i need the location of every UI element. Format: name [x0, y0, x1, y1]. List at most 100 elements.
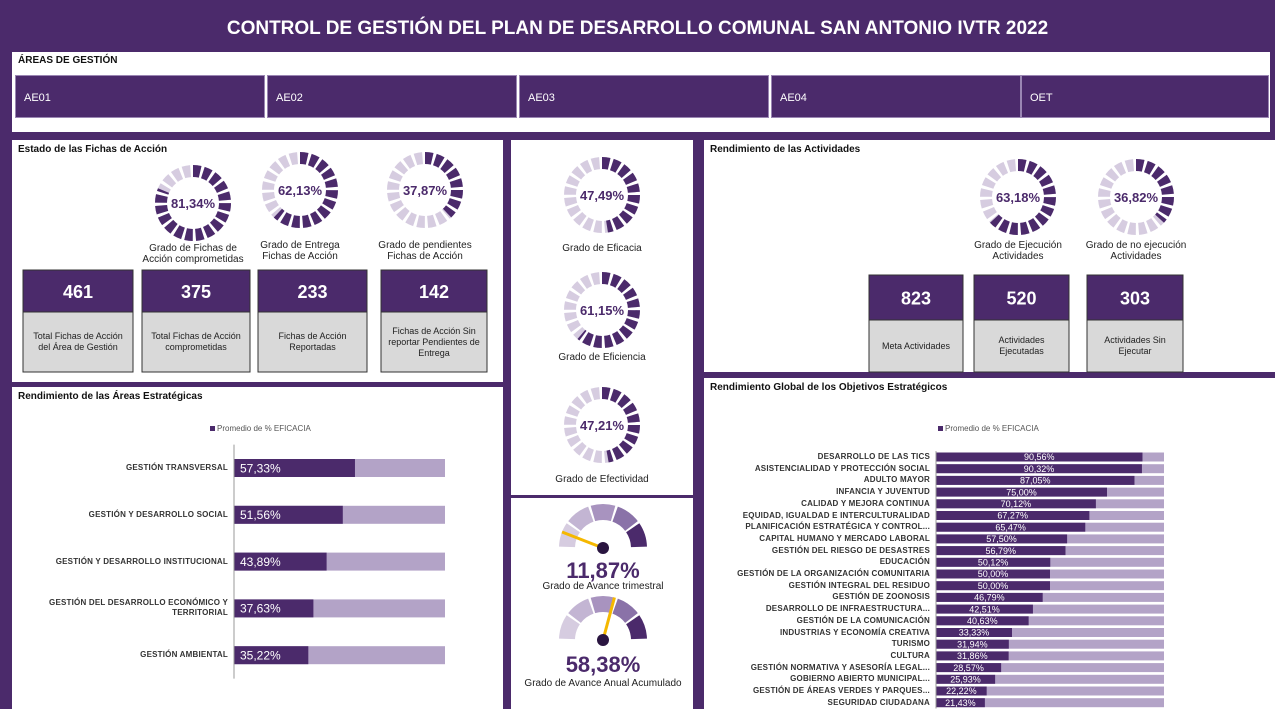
gauge-label: 47,49% [580, 188, 625, 203]
bar [234, 505, 343, 524]
gauge-caption: Grado de pendientes Fichas de Acción [378, 240, 472, 262]
bar [936, 546, 1066, 556]
gauge-label: 63,18% [996, 190, 1041, 205]
bar-value-label: 90,56% [1024, 452, 1055, 462]
gauge-segment [590, 504, 616, 522]
gauge-needle [561, 530, 604, 550]
gauge-label: 58,38% [566, 652, 641, 677]
card-value: 520 [1006, 289, 1036, 309]
filter-header [12, 52, 1270, 70]
filter-button[interactable]: AE01 [15, 75, 265, 118]
bar-value-label: 50,12% [978, 558, 1009, 568]
filter-button[interactable]: AE03 [519, 75, 769, 118]
card-caption: Actividades Ejecutadas [998, 335, 1045, 356]
gauge-segment [625, 523, 647, 548]
gauge-label: 11,87% [566, 558, 639, 583]
card-bottom [1086, 319, 1184, 373]
bar-value-label: 40,63% [967, 616, 998, 626]
category-label: DESARROLLO DE INFRAESTRUCTURA... [765, 604, 930, 614]
card-caption: Total Fichas de Acción comprometidas [151, 331, 241, 352]
category-label: TURISMO [891, 639, 930, 649]
bar [234, 646, 309, 665]
bar [936, 475, 1135, 485]
bar [936, 686, 987, 696]
bar [936, 698, 985, 708]
bar-value-label: 35,22% [240, 649, 281, 663]
panel-title: Rendimiento de las Áreas Estratégicas [18, 391, 203, 402]
bar [936, 452, 1143, 462]
card-top [868, 274, 964, 321]
card-caption: Meta Actividades [881, 340, 951, 351]
filter-button[interactable]: OET [1021, 75, 1269, 118]
gauge-label: 36,82% [1114, 190, 1159, 205]
card-top [380, 269, 488, 313]
card-caption: Total Fichas de Acción del Área de Gesti… [33, 331, 123, 352]
category-label: DESARROLLO DE LAS TICS [817, 452, 930, 461]
category-label: GESTIÓN TRANSVERSAL [125, 463, 228, 472]
card-caption: Fichas de Acción Sin reportar Pendientes… [388, 325, 480, 358]
bar-track [936, 639, 1164, 649]
card-value: 375 [181, 282, 211, 302]
gauge-fill [601, 387, 640, 463]
bar-value-label: 56,79% [985, 546, 1016, 556]
bar [234, 599, 314, 618]
bar-track [936, 651, 1164, 661]
category-label: GESTIÓN NORMATIVA Y ASESORÍA LEGAL... [750, 662, 930, 672]
bar-value-label: 57,33% [240, 461, 281, 475]
filter-button[interactable]: AE04 [771, 75, 1021, 118]
legend-label: Promedio de % EFICACIA [217, 424, 311, 433]
gauge-caption: Grado de Eficacia [562, 243, 642, 254]
gauge-segment [590, 596, 616, 614]
category-label: GOBIERNO ABIERTO MUNICIPAL... [790, 674, 930, 684]
bar-value-label: 31,86% [957, 651, 988, 661]
card-bottom [973, 319, 1070, 373]
gauge-segment [559, 523, 581, 548]
bar-value-label: 67,27% [997, 511, 1028, 521]
card-top [1086, 274, 1184, 321]
category-label: CAPITAL HUMANO Y MERCADO LABORAL [759, 533, 930, 543]
bar-value-label: 70,12% [1001, 499, 1032, 509]
category-label: GESTIÓN AMBIENTAL [140, 650, 228, 660]
panel-title: Rendimiento Global de los Objetivos Estr… [710, 382, 948, 393]
gauge-fill [155, 165, 231, 241]
bar [234, 459, 355, 477]
card-value: 142 [419, 282, 449, 302]
gauge-segment [625, 615, 647, 640]
panel-grados [511, 140, 693, 495]
card-bottom [141, 311, 251, 373]
card-top [257, 269, 368, 313]
gauge-caption: Grado de Avance Anual Acumulado [524, 678, 682, 689]
bar [936, 464, 1142, 474]
category-label: GESTIÓN Y DESARROLLO INSTITUCIONAL [55, 556, 228, 566]
bar [936, 557, 1051, 567]
bar-value-label: 50,00% [978, 569, 1009, 579]
bar-value-label: 31,94% [957, 639, 988, 649]
gauge-caption: Grado de no ejecución Actividades [1085, 240, 1187, 262]
card-top [22, 269, 134, 313]
gauge-segment [568, 598, 594, 624]
bar-value-label: 25,93% [950, 675, 981, 685]
bar-value-label: 43,89% [240, 555, 281, 569]
gauge-segment [568, 506, 594, 532]
gauge-label: 61,15% [580, 303, 625, 318]
category-label: EQUIDAD, IGUALDAD E INTERCULTURALIDAD [742, 510, 930, 520]
category-label: INFANCIA Y JUVENTUD [836, 487, 930, 497]
bar-value-label: 22,22% [946, 686, 977, 696]
bar-value-label: 65,47% [995, 522, 1026, 532]
category-label: ADULTO MAYOR [863, 475, 930, 485]
bar-value-label: 75,00% [1006, 487, 1037, 497]
card-bottom [380, 311, 488, 373]
card-value: 461 [63, 282, 93, 302]
category-label: CALIDAD Y MEJORA CONTINUA [801, 498, 930, 508]
card-value: 823 [901, 289, 931, 309]
bar [936, 569, 1050, 579]
panel-title: Estado de las Fichas de Acción [18, 144, 168, 155]
bar-track [936, 686, 1164, 696]
bar [936, 499, 1096, 509]
category-label: INDUSTRIAS Y ECONOMÍA CREATIVA [779, 627, 930, 637]
gauge-caption: Grado de Eficiencia [558, 352, 646, 363]
gauge-label: 62,13% [278, 183, 323, 198]
filter-button[interactable]: AE02 [267, 75, 517, 118]
gauge-segment [559, 615, 581, 640]
